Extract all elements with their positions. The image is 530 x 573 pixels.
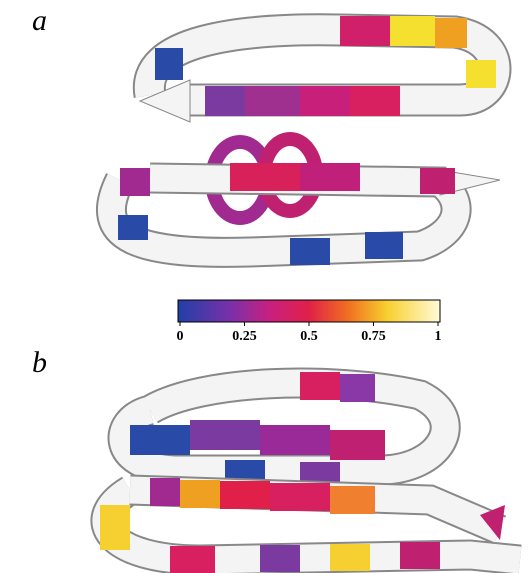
ribbon-a bbox=[111, 16, 500, 265]
panel-label: a bbox=[32, 4, 47, 37]
tick-label: 0.75 bbox=[361, 329, 386, 344]
tick-label: 0.5 bbox=[300, 329, 318, 344]
colorbar bbox=[178, 300, 440, 322]
tick-label: 0 bbox=[177, 329, 184, 344]
tick-label: 0.25 bbox=[232, 329, 257, 344]
panel-label: b bbox=[32, 346, 47, 379]
tick-label: 1 bbox=[435, 329, 442, 344]
figure: a 0 0.25 0.5 0.75 1 b bbox=[0, 0, 530, 573]
colorbar-ticks: 0 0.25 0.5 0.75 1 bbox=[177, 322, 442, 344]
ribbon-b bbox=[100, 372, 520, 573]
